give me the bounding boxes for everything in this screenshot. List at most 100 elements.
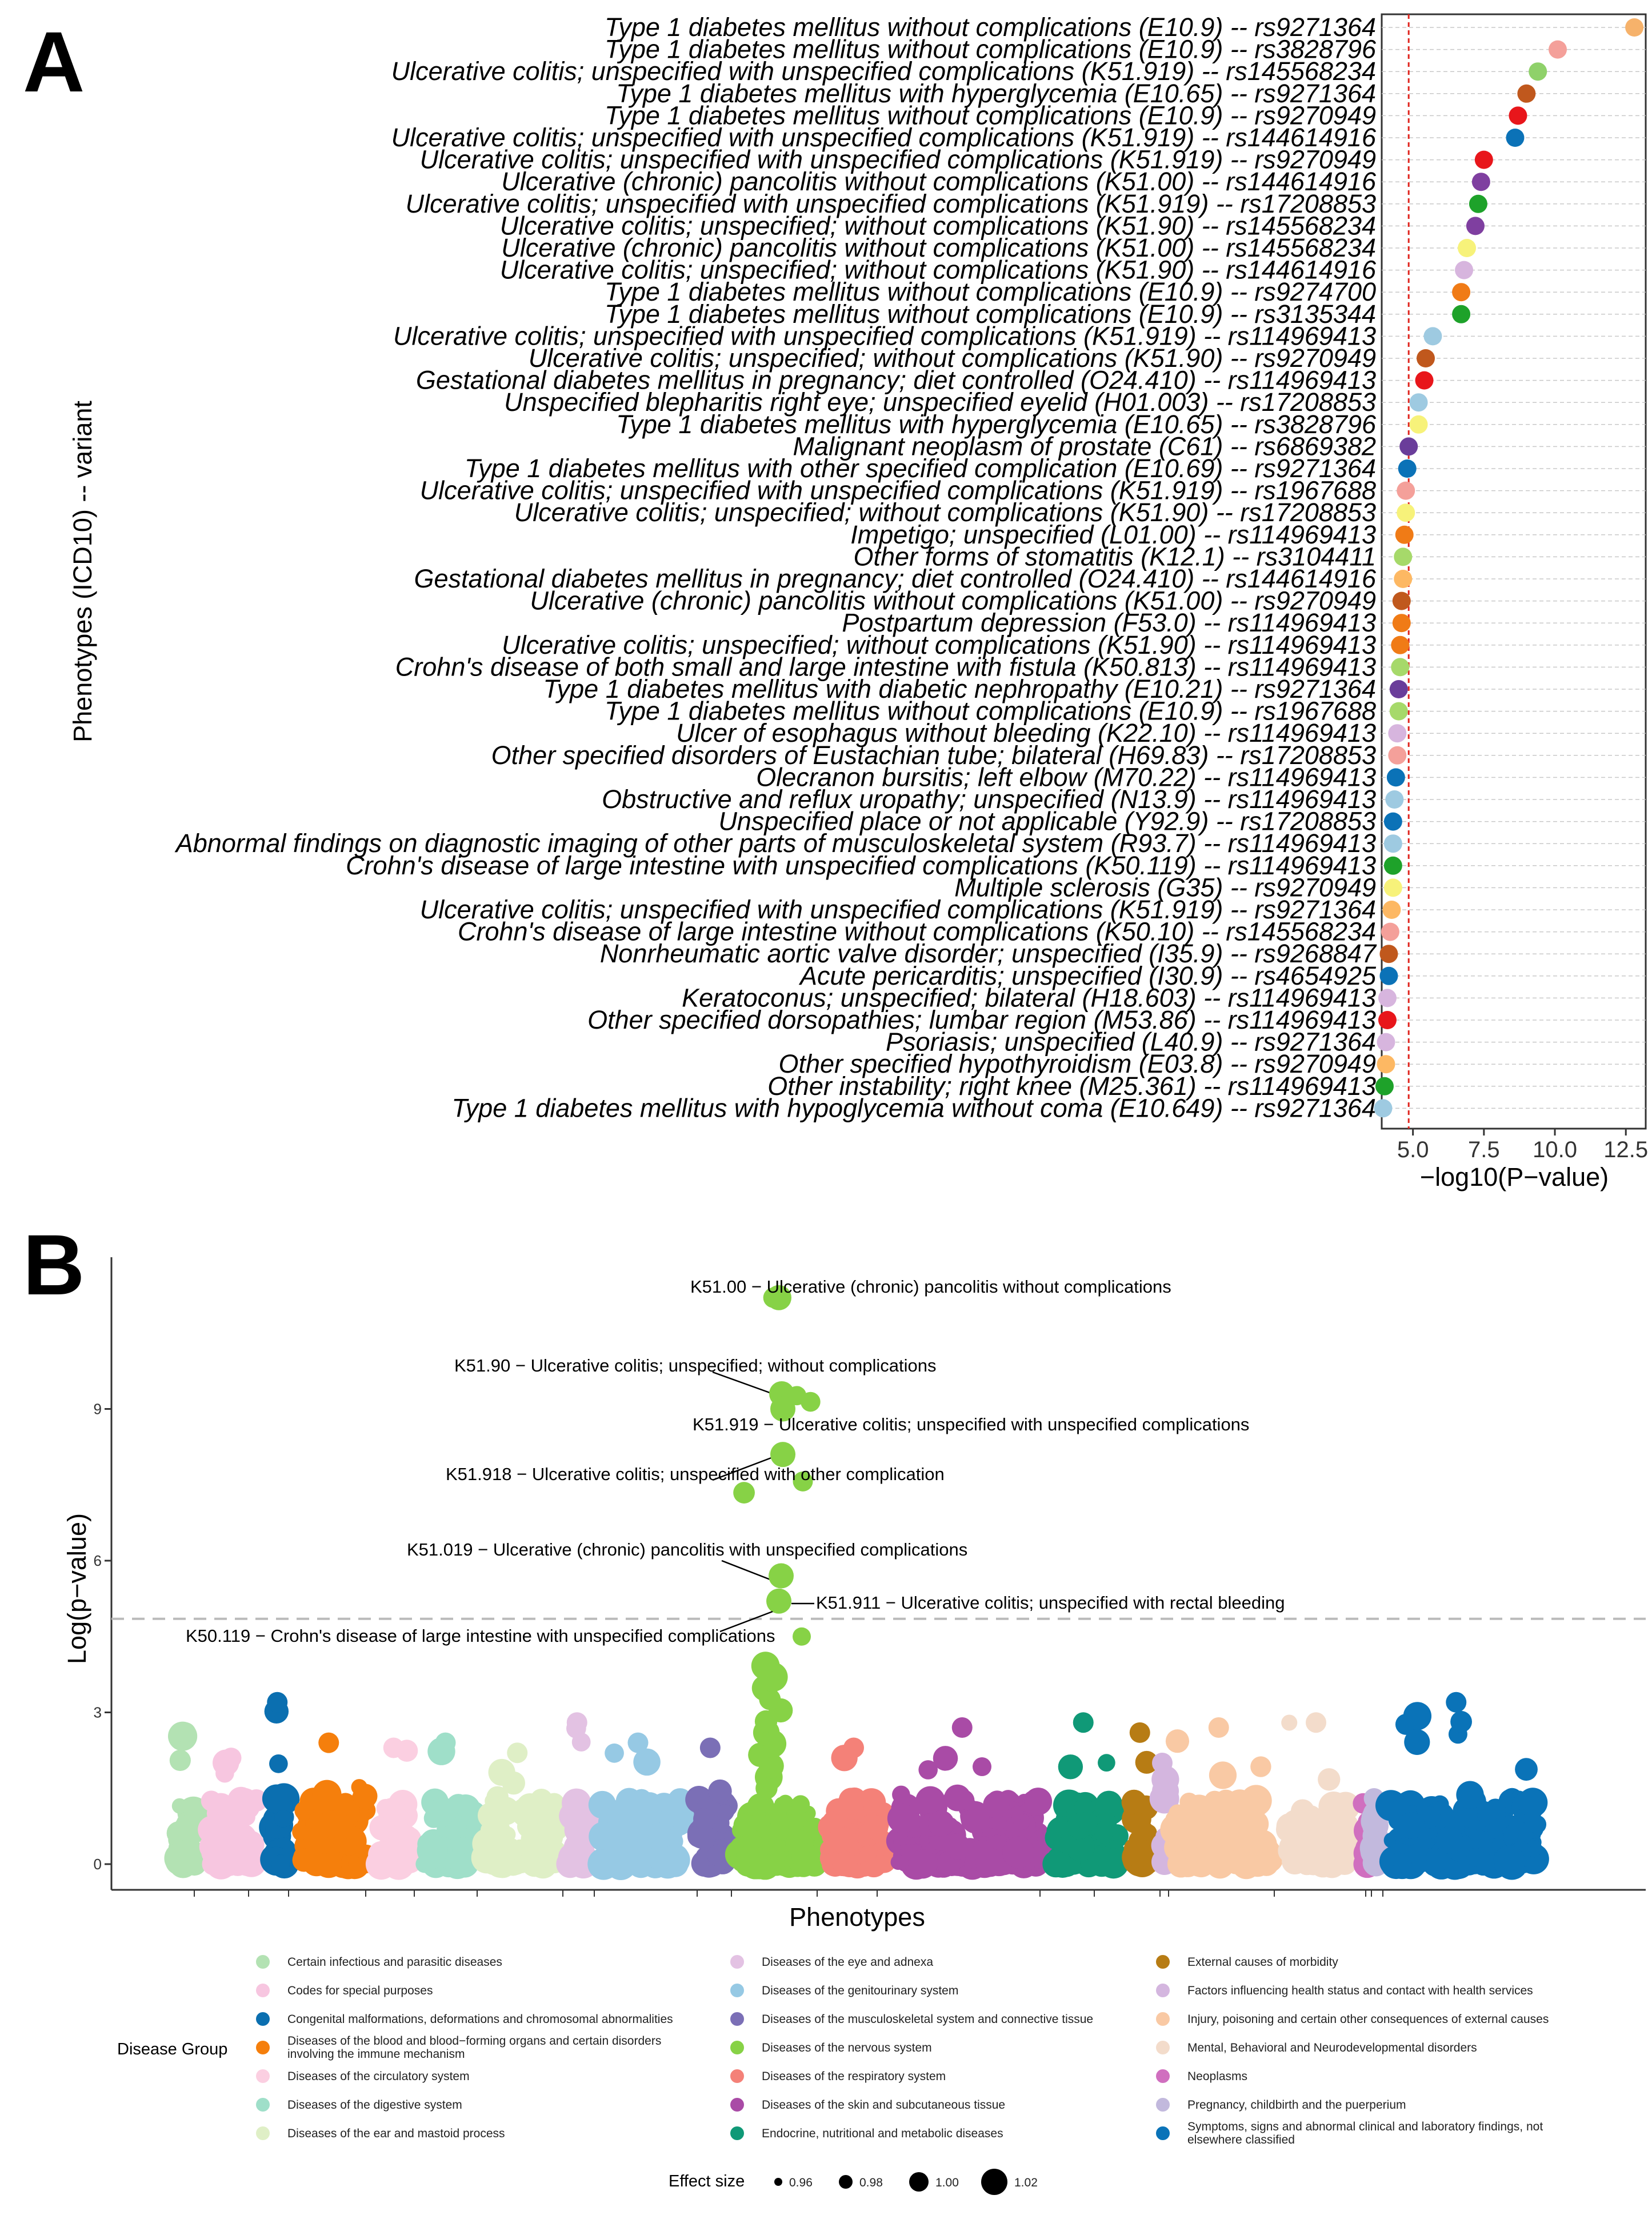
legend-swatch xyxy=(256,2041,270,2054)
manhattan-point xyxy=(1135,1750,1158,1774)
phenotype-label: Psoriasis; unspecified (L40.9) -- rs9271… xyxy=(886,1027,1376,1057)
manhattan-point xyxy=(733,1813,758,1838)
x-tick-label: 12.5 xyxy=(1603,1137,1648,1162)
legend-label: Diseases of the nervous system xyxy=(762,2041,932,2054)
legend-swatch xyxy=(730,2012,744,2026)
manhattan-point xyxy=(1010,1806,1024,1820)
phenotype-label: Postpartum depression (F53.0) -- rs11496… xyxy=(842,608,1376,637)
phenotype-label: Type 1 diabetes mellitus with other spec… xyxy=(465,454,1376,483)
manhattan-point-peak xyxy=(843,1737,864,1758)
manhattan-point xyxy=(1254,1852,1279,1876)
legend-label: Diseases of the circulatory system xyxy=(287,2070,470,2083)
data-point xyxy=(1509,106,1527,125)
phenotype-label: Obstructive and reflux uropathy; unspeci… xyxy=(602,785,1376,814)
manhattan-point-peak xyxy=(1152,1753,1173,1773)
manhattan-point xyxy=(892,1785,910,1804)
x-tick-label: 5.0 xyxy=(1397,1137,1429,1162)
phenotype-label: Ulcerative colitis; unspecified with uns… xyxy=(391,57,1376,86)
phenotype-label: Acute pericarditis; unspecified (I30.9) … xyxy=(798,961,1377,990)
data-point xyxy=(1388,724,1407,743)
manhattan-point xyxy=(294,1801,314,1821)
phenotype-label: Gestational diabetes mellitus in pregnan… xyxy=(414,564,1377,593)
legend-label: Diseases of the digestive system xyxy=(287,2098,462,2112)
manhattan-point xyxy=(633,1748,661,1776)
manhattan-point-peak xyxy=(1208,1717,1229,1738)
manhattan-point xyxy=(353,1784,378,1809)
manhattan-point-peak xyxy=(627,1732,649,1753)
manhattan-point xyxy=(907,1849,937,1879)
data-point xyxy=(1388,746,1407,765)
manhattan-point xyxy=(770,1820,789,1838)
manhattan-point xyxy=(1240,1785,1272,1817)
manhattan-point-peak xyxy=(1446,1692,1467,1713)
manhattan-point xyxy=(543,1793,565,1814)
manhattan-point xyxy=(274,1810,292,1828)
legend-swatch xyxy=(730,2126,744,2140)
manhattan-point xyxy=(564,1814,596,1846)
phenotype-label: Other instability; right knee (M25.361) … xyxy=(767,1071,1376,1101)
manhattan-point xyxy=(944,1784,971,1812)
manhattan-point xyxy=(915,1786,946,1816)
data-point xyxy=(1395,525,1414,544)
data-point xyxy=(1392,591,1411,610)
annotation-label: K51.918 − Ulcerative colitis; unspecifie… xyxy=(446,1464,945,1484)
manhattan-point xyxy=(1515,1758,1538,1781)
manhattan-point xyxy=(1450,1710,1472,1733)
manhattan-point xyxy=(502,1771,526,1795)
manhattan-point xyxy=(1129,1795,1148,1814)
panel-b-y-axis-title: Log(p−value) xyxy=(62,1513,91,1664)
phenotype-label: Ulcerative colitis; unspecified; without… xyxy=(502,630,1376,659)
annotated-point xyxy=(766,1588,791,1614)
manhattan-point xyxy=(169,1749,191,1772)
panel-a-phenotype-labels: Type 1 diabetes mellitus without complic… xyxy=(174,13,1377,1122)
data-point xyxy=(1386,768,1405,787)
size-legend-dot xyxy=(909,2172,929,2192)
manhattan-point-peak xyxy=(318,1732,339,1753)
manhattan-point xyxy=(433,1798,458,1823)
data-point xyxy=(1397,503,1415,522)
manhattan-point xyxy=(1485,1798,1506,1819)
legend-swatch xyxy=(256,1984,270,1997)
manhattan-point xyxy=(933,1746,958,1771)
y-tick-label: 0 xyxy=(94,1856,102,1873)
data-point xyxy=(1469,194,1487,213)
size-legend-dot xyxy=(774,2178,782,2186)
data-point xyxy=(1392,614,1411,633)
panel-b-y-ticks: 0 3 6 9 xyxy=(94,1401,111,1873)
legend-label: Codes for special purposes xyxy=(287,1984,433,1997)
manhattan-point xyxy=(381,1800,398,1817)
manhattan-point xyxy=(1363,1836,1385,1858)
manhattan-point xyxy=(1404,1729,1430,1756)
manhattan-point xyxy=(1140,1824,1157,1841)
manhattan-point xyxy=(973,1840,993,1860)
data-point xyxy=(1471,173,1490,191)
data-point xyxy=(1379,966,1398,985)
manhattan-point xyxy=(486,1786,509,1809)
size-legend-label: 1.02 xyxy=(1014,2176,1038,2189)
manhattan-point xyxy=(1456,1781,1484,1809)
data-point xyxy=(1389,680,1408,698)
annotated-point xyxy=(769,1563,794,1589)
manhattan-point xyxy=(233,1854,249,1870)
manhattan-point xyxy=(927,1810,955,1837)
legend-swatch xyxy=(1156,2041,1170,2054)
phenotype-label: Ulcerative colitis; unspecified with uns… xyxy=(420,476,1376,505)
manhattan-point xyxy=(1151,1765,1179,1793)
manhattan-point xyxy=(495,1853,515,1874)
manhattan-point-peak xyxy=(699,1737,721,1758)
y-tick-label: 6 xyxy=(94,1552,102,1569)
manhattan-point xyxy=(944,1833,970,1860)
phenotype-label: Ulcerative colitis; unspecified with uns… xyxy=(406,189,1376,218)
legend-swatch xyxy=(256,1955,270,1969)
panel-a-y-axis-title: Phenotypes (ICD10) -- variant xyxy=(68,401,97,742)
panel-a-points xyxy=(1374,18,1644,1118)
manhattan-point-peak xyxy=(1306,1712,1326,1733)
manhattan-point xyxy=(516,1793,545,1822)
manhattan-point-peak xyxy=(951,1717,973,1738)
data-point xyxy=(1506,129,1525,147)
legend-label: Pregnancy, childbirth and the puerperium xyxy=(1187,2098,1406,2112)
phenotype-label: Type 1 diabetes mellitus with hypoglycem… xyxy=(452,1093,1376,1122)
data-point xyxy=(1378,989,1397,1007)
manhattan-point xyxy=(801,1392,821,1412)
legend-label: Neoplasms xyxy=(1187,2070,1247,2083)
